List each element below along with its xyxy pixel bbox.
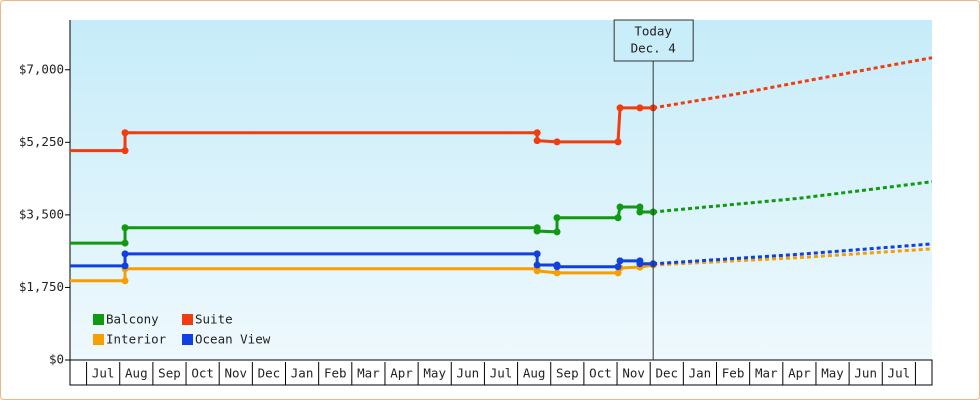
point [636, 104, 644, 112]
point [533, 129, 541, 137]
x-tick-label: Mar [755, 366, 778, 381]
today-box [613, 19, 694, 62]
point [614, 214, 622, 222]
x-tick-label: Nov [224, 366, 247, 381]
point [636, 203, 644, 211]
legend-label: Ocean View [195, 332, 271, 347]
y-tick-label: $0 [49, 352, 64, 367]
legend-label: Suite [195, 312, 233, 327]
x-tick-label: Aug [125, 366, 148, 381]
point [636, 260, 644, 268]
point [636, 208, 644, 216]
x-tick-label: Apr [788, 366, 811, 381]
point [616, 104, 624, 112]
today-label: Today [634, 24, 672, 39]
history-line [70, 106, 654, 153]
point [614, 138, 622, 146]
y-tick-label: $1,750 [19, 279, 64, 294]
point [553, 228, 561, 236]
x-tick-label: Dec [258, 366, 281, 381]
forecast-line [652, 56, 933, 110]
point [533, 227, 541, 235]
point [533, 137, 541, 145]
x-tick-label: Feb [324, 366, 347, 381]
x-tick-label: Apr [390, 366, 413, 381]
point [553, 269, 561, 277]
legend-swatch [93, 314, 104, 325]
x-tick-label: Jul [888, 366, 911, 381]
point [616, 257, 624, 265]
point [121, 239, 129, 247]
x-tick-label: Dec [655, 366, 678, 381]
plot-area [70, 20, 932, 360]
x-axis-band [69, 359, 933, 386]
x-tick-label: Jul [490, 366, 513, 381]
legend-label: Interior [106, 332, 167, 347]
point [616, 203, 624, 211]
x-tick-label: Jan [291, 366, 314, 381]
x-tick-label: May [423, 366, 446, 381]
point [121, 129, 129, 137]
x-tick-label: Jan [689, 366, 712, 381]
y-tick-label: $3,500 [19, 206, 64, 221]
x-tick-label: Sep [158, 366, 181, 381]
forecast-line [653, 247, 933, 267]
point [121, 147, 129, 155]
legend-swatch [182, 334, 193, 345]
x-tick-label: Oct [191, 366, 214, 381]
point [121, 262, 129, 270]
today-label: Dec. 4 [631, 41, 676, 56]
point [121, 250, 129, 258]
history-line [70, 263, 654, 283]
legend-swatch [182, 314, 193, 325]
y-tick-label: $5,250 [19, 134, 64, 149]
point [533, 261, 541, 269]
point [121, 277, 129, 285]
point [553, 138, 561, 146]
x-tick-label: Aug [523, 366, 546, 381]
point [553, 263, 561, 271]
x-tick-label: Oct [589, 366, 612, 381]
y-tick-label: $7,000 [19, 61, 64, 76]
x-tick-label: Mar [357, 366, 380, 381]
x-tick-label: May [821, 366, 844, 381]
x-tick-label: Feb [722, 366, 745, 381]
point [614, 263, 622, 271]
x-tick-label: Jul [92, 366, 115, 381]
legend-swatch [93, 334, 104, 345]
legend-label: Balcony [106, 312, 159, 327]
x-tick-label: Nov [622, 366, 645, 381]
point [553, 214, 561, 222]
x-tick-label: Sep [556, 366, 579, 381]
point [121, 224, 129, 232]
x-tick-label: Jun [854, 366, 877, 381]
point [533, 250, 541, 258]
x-tick-label: Jun [457, 366, 480, 381]
point [533, 267, 541, 275]
